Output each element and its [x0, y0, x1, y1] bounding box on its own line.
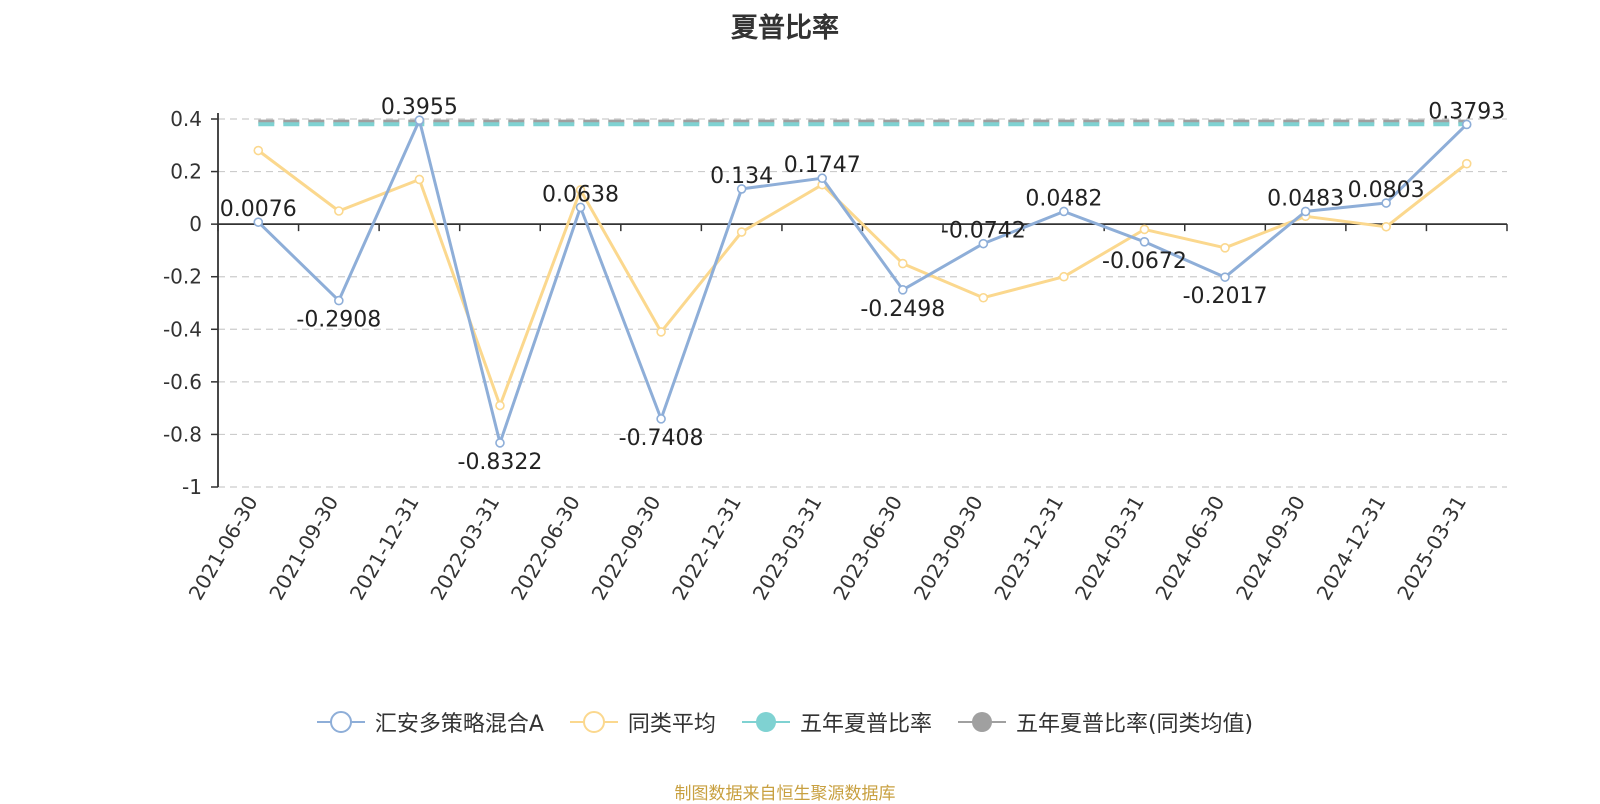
- x-tick-label: 2023-09-30: [909, 492, 988, 605]
- series-point: [978, 238, 989, 249]
- series-line: [257, 149, 1468, 407]
- chart-title: 夏普比率: [731, 13, 839, 44]
- y-tick-label: -0.2: [163, 265, 202, 289]
- data-label: 0.0482: [1025, 186, 1102, 211]
- data-label: -0.7408: [619, 426, 704, 451]
- data-label: 0.3793: [1428, 99, 1505, 124]
- legend-item-fund[interactable]: 汇安多策略混合A: [316, 706, 544, 738]
- series-point: [253, 217, 264, 227]
- legend-label-fund: 汇安多策略混合A: [374, 712, 544, 737]
- x-tick-label: 2023-03-31: [748, 492, 827, 605]
- y-tick-label: -0.8: [163, 422, 202, 446]
- legend-item-five-year-peer[interactable]: 五年夏普比率(同类均值): [957, 706, 1254, 738]
- legend-hollow-circle-blue-icon: [316, 711, 365, 733]
- series-point: [897, 285, 908, 295]
- x-tick-label: 2023-12-31: [989, 492, 1068, 605]
- data-label: -0.8322: [458, 450, 543, 475]
- series-point: [1059, 271, 1069, 282]
- x-tick-label: 2024-12-31: [1312, 492, 1391, 605]
- series-point: [575, 202, 586, 213]
- data-label: 0.1747: [784, 153, 861, 178]
- y-tick-label: -1: [182, 475, 202, 499]
- legend-hollow-circle-yellow-icon: [569, 711, 618, 733]
- series-point: [978, 292, 989, 303]
- legend-filled-circle-teal-icon: [741, 712, 790, 732]
- series-point: [656, 327, 666, 337]
- series-line: [257, 118, 1468, 445]
- series-point: [736, 184, 747, 194]
- y-tick-label: 0.4: [170, 107, 202, 131]
- x-tick-label: 2022-06-30: [506, 492, 585, 605]
- legend-item-five-year[interactable]: 五年夏普比率: [741, 706, 932, 738]
- series-point: [414, 174, 425, 185]
- legend-label-peer-average: 同类平均: [627, 712, 716, 737]
- data-label: -0.2908: [296, 308, 381, 333]
- x-tick-label: 2024-09-30: [1231, 492, 1310, 605]
- y-tick-label: -0.4: [163, 317, 202, 341]
- series-point: [897, 258, 908, 269]
- data-label: 0.0483: [1267, 186, 1344, 211]
- series-point: [1139, 224, 1150, 235]
- series-point: [414, 115, 425, 125]
- x-tick-label: 2025-03-31: [1392, 492, 1471, 605]
- series-point: [1461, 158, 1472, 169]
- series-point: [575, 185, 586, 195]
- series-point: [334, 295, 344, 306]
- data-label: 0.0076: [220, 197, 297, 222]
- legend-item-peer-average[interactable]: 同类平均: [569, 706, 716, 738]
- x-tick-label: 2022-12-31: [667, 492, 746, 605]
- series-point: [1059, 206, 1069, 217]
- x-tick-label: 2022-03-31: [425, 492, 504, 605]
- series-point: [495, 400, 505, 411]
- x-tick-label: 2024-03-31: [1070, 492, 1149, 605]
- series-point: [253, 145, 264, 156]
- data-label: 0.0803: [1348, 178, 1425, 203]
- series-point: [1300, 206, 1311, 217]
- y-tick-label: -0.6: [163, 370, 202, 394]
- series-point: [817, 173, 828, 184]
- x-tick-label: 2021-09-30: [264, 492, 343, 605]
- x-tick-label: 2024-06-30: [1150, 492, 1229, 605]
- legend-label-five-year: 五年夏普比率: [799, 712, 932, 737]
- x-tick-label: 2021-06-30: [184, 492, 263, 605]
- x-tick-label: 2021-12-31: [345, 492, 424, 605]
- y-tick-label: 0.2: [170, 160, 202, 184]
- data-label: -0.2498: [860, 297, 945, 322]
- data-label: -0.2017: [1183, 284, 1268, 309]
- series-point: [495, 438, 505, 448]
- series-point: [1139, 237, 1150, 247]
- series-point: [1220, 243, 1230, 253]
- y-tick-label: 0: [189, 212, 202, 236]
- series-point: [1461, 119, 1472, 130]
- data-label: 0.134: [710, 164, 773, 189]
- legend-label-five-year-peer: 五年夏普比率(同类均值): [1015, 712, 1254, 737]
- data-label: 0.0638: [542, 182, 619, 207]
- series-point: [334, 206, 344, 216]
- x-tick-label: 2023-06-30: [828, 492, 907, 605]
- series-point: [1220, 272, 1230, 282]
- data-label: -0.0742: [941, 219, 1026, 244]
- series-point: [1381, 221, 1391, 232]
- legend-filled-circle-gray-icon: [957, 712, 1006, 732]
- data-label: 0.3955: [381, 95, 458, 120]
- data-label: -0.0672: [1102, 249, 1187, 274]
- source-note: 制图数据来自恒生聚源数据库: [674, 784, 896, 804]
- series-point: [656, 414, 666, 424]
- series-point: [736, 227, 747, 237]
- series-point: [1381, 198, 1391, 208]
- x-tick-label: 2022-09-30: [587, 492, 666, 605]
- legend: 汇安多策略混合A 同类平均 五年夏普比率 五年夏普比率(同类均值): [0, 706, 1570, 738]
